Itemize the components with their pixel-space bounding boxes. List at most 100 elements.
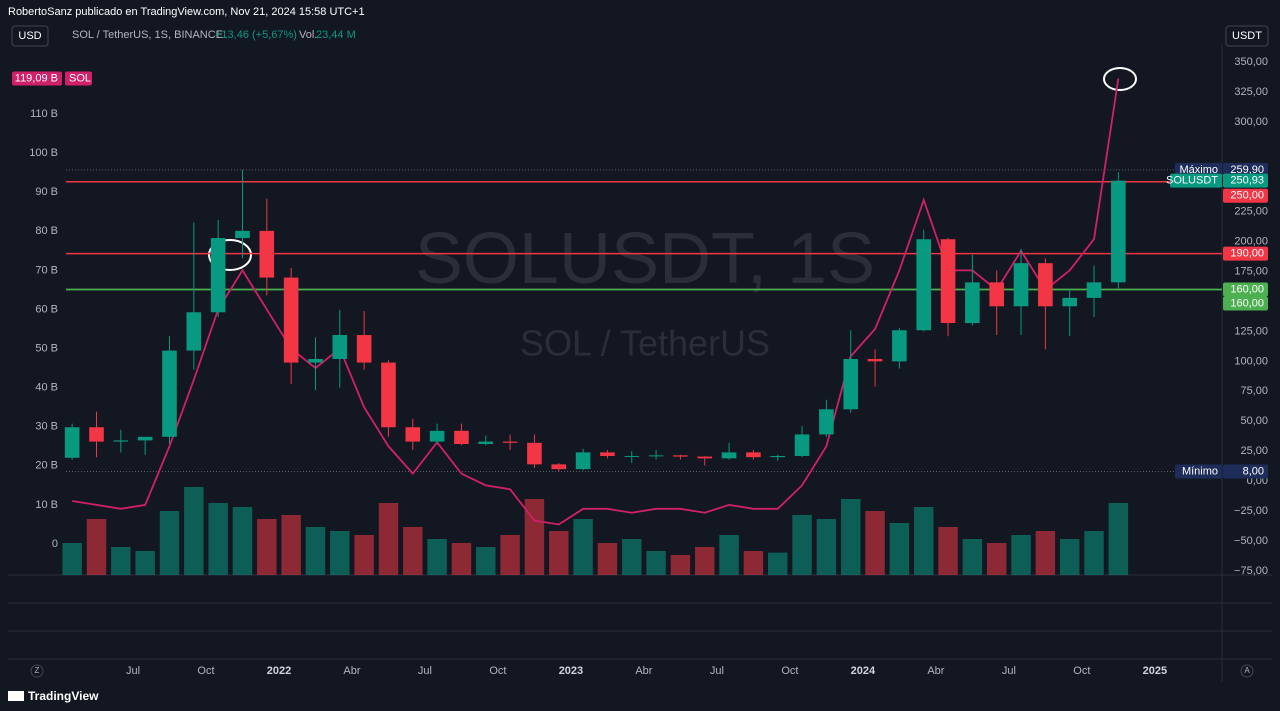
- candle-body: [283, 277, 299, 363]
- candle-body: [697, 456, 713, 459]
- y2-tick-label: 20 B: [35, 460, 58, 472]
- candle-body: [673, 455, 688, 457]
- marker-value-box: [1223, 162, 1268, 177]
- currency-button[interactable]: [11, 25, 49, 47]
- overlay-last-box: [12, 71, 62, 86]
- volume-bar: [1108, 503, 1129, 575]
- candle-body: [332, 335, 348, 359]
- axis-currency-button[interactable]: [1225, 25, 1269, 47]
- volume-bar: [86, 519, 107, 575]
- volume-bar: [354, 535, 374, 575]
- currency[interactable]: USD: [18, 30, 41, 42]
- volume-bar: [330, 531, 350, 575]
- hline-label: 160,00: [1230, 297, 1264, 309]
- watermark-symbol: SOLUSDT, 1S: [415, 219, 875, 299]
- x-tick-label: Oct: [489, 665, 506, 677]
- y-tick-label: 300,00: [1234, 116, 1268, 128]
- last-price-box: [1223, 173, 1268, 188]
- volume-bar: [646, 551, 666, 575]
- marker-name-box: [1175, 162, 1222, 177]
- y2-tick-label: 10 B: [35, 499, 58, 511]
- marker-name: Máximo: [1179, 164, 1218, 176]
- volume-bar: [768, 552, 788, 575]
- volume-bar: [257, 519, 277, 575]
- volume-bar: [184, 487, 204, 575]
- volume-bar: [232, 507, 253, 575]
- volume-bar: [135, 551, 155, 575]
- y2-tick-label: 100 B: [29, 147, 58, 159]
- auto-label[interactable]: A: [1244, 666, 1250, 675]
- volume-bar: [622, 539, 642, 575]
- volume-bar: [719, 535, 739, 575]
- candle-body: [1013, 263, 1029, 307]
- candle-body: [454, 430, 469, 444]
- axis-currency[interactable]: USDT: [1232, 30, 1262, 42]
- last-price-name: SOLUSDT: [1166, 175, 1218, 187]
- y-tick-label: 175,00: [1234, 265, 1268, 277]
- y2-tick-label: 60 B: [35, 303, 58, 315]
- y-tick-label: 225,00: [1234, 206, 1268, 218]
- x-tick-label: 2025: [1143, 665, 1167, 677]
- attribution: RobertoSanz publicado en TradingView.com…: [8, 6, 365, 18]
- volume-bar: [816, 519, 837, 575]
- y-tick-label: 75,00: [1240, 385, 1268, 397]
- volume-bar: [962, 539, 983, 575]
- volume-bar: [208, 503, 228, 575]
- candle-body: [989, 282, 1005, 307]
- auto-button[interactable]: [1240, 664, 1254, 678]
- y-tick-label: −50,00: [1234, 535, 1268, 547]
- volume-bar: [305, 527, 326, 575]
- candle-body: [527, 442, 542, 465]
- marker-name: Mínimo: [1182, 465, 1218, 477]
- candle-body: [113, 440, 129, 442]
- volume-bar: [1011, 535, 1031, 575]
- volume-bar: [670, 555, 691, 575]
- candle-body: [356, 335, 372, 363]
- candle-body: [259, 230, 275, 278]
- candle-body: [308, 358, 323, 363]
- overlay-name: SOL: [69, 72, 91, 84]
- marker-value-label: 259,90: [1230, 164, 1264, 176]
- volume-bar: [889, 523, 910, 575]
- candle-body: [1086, 282, 1102, 298]
- zoom-label[interactable]: Z: [35, 666, 40, 675]
- zoom-button[interactable]: [30, 664, 44, 678]
- candle-body: [381, 362, 396, 428]
- hline-box: [1223, 188, 1268, 203]
- volume-bar: [792, 515, 812, 575]
- x-tick-label: Oct: [781, 665, 798, 677]
- symbol: SOL / TetherUS, 1S, BINANCE: [72, 29, 223, 41]
- x-tick-label: Jul: [418, 665, 432, 677]
- volume-bar: [549, 531, 569, 575]
- candle-body: [429, 430, 445, 442]
- candle-body: [1062, 297, 1077, 307]
- volume-bar: [840, 499, 861, 575]
- y-tick-label: −25,00: [1234, 505, 1268, 517]
- marker-value-label: 8,00: [1243, 465, 1264, 477]
- volume-bar: [524, 499, 545, 575]
- candle-body: [794, 434, 810, 456]
- candle-body: [965, 282, 980, 324]
- candle-body: [648, 455, 664, 457]
- y2-tick-label: 90 B: [35, 186, 58, 198]
- candle-body: [770, 455, 786, 458]
- y2-tick-label: 80 B: [35, 225, 58, 237]
- volume-bar: [378, 503, 399, 575]
- candle-body: [1038, 263, 1053, 307]
- annotation-circle: [208, 239, 252, 271]
- candle-body: [867, 358, 883, 362]
- candle-body: [162, 350, 177, 437]
- volume-bar: [500, 535, 520, 575]
- x-tick-label: Oct: [197, 665, 214, 677]
- volume-bar: [986, 543, 1007, 575]
- marker-value-box: [1223, 464, 1268, 479]
- hline-box: [1223, 296, 1268, 311]
- volume-bar: [1059, 539, 1080, 575]
- candle-body: [892, 330, 907, 362]
- candle-body: [721, 452, 737, 459]
- volume-bar: [159, 511, 180, 575]
- volume-bar: [865, 511, 885, 575]
- hline-label: 190,00: [1230, 248, 1264, 260]
- y-tick-label: 125,00: [1234, 325, 1268, 337]
